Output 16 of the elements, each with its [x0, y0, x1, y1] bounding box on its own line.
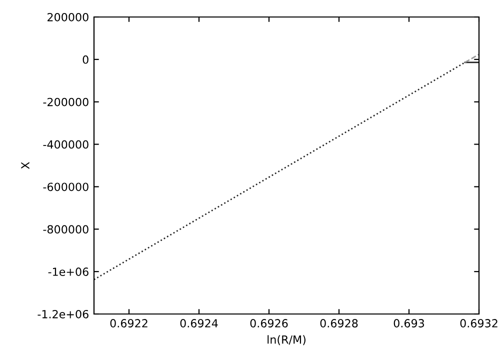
y-tick-label: 0	[82, 55, 88, 64]
y-tick-label: -1e+06	[48, 268, 88, 276]
x-tick-label: 0.6926	[250, 319, 288, 328]
y-tick-label: 200000	[48, 12, 88, 22]
x-tick-label: 0.6928	[320, 319, 358, 328]
x-tick-label: 0.6932	[460, 319, 498, 328]
x-tick-label: 0.6924	[180, 319, 218, 328]
x-tick-label: 0.693	[394, 319, 424, 328]
y-axis-title: X	[21, 162, 30, 169]
y-tick-label: -400000	[43, 140, 88, 149]
y-tick-label: -800000	[43, 225, 88, 234]
x-tick-label: 0.6922	[110, 319, 148, 328]
y-tick-label: -1.2e+06	[38, 310, 88, 318]
y-tick-label: -200000	[43, 98, 88, 106]
y-tick-label: -600000	[43, 182, 88, 192]
x-axis-title: ln(R/M)	[268, 335, 306, 346]
